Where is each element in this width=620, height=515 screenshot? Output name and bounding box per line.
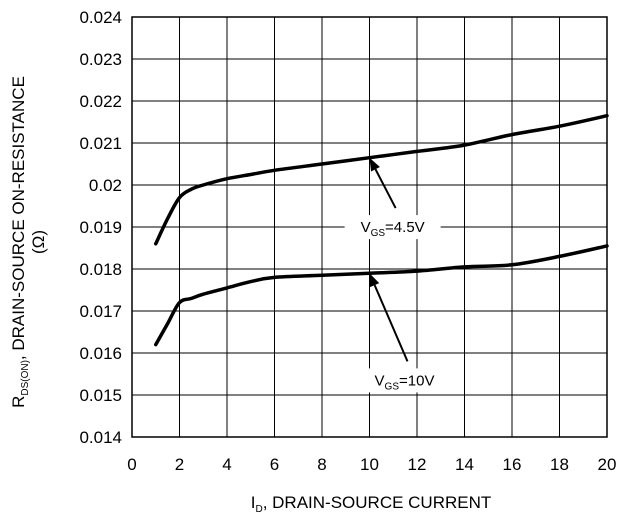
y-tick-label: 0.021 [79, 134, 122, 153]
x-tick-label: 14 [455, 455, 474, 474]
y-tick-label: 0.023 [79, 50, 122, 69]
x-tick-label: 20 [598, 455, 617, 474]
x-tick-labels: 0 2 4 6 8 10 12 14 16 18 20 [127, 455, 616, 474]
x-tick-label: 12 [408, 455, 427, 474]
x-tick-label: 8 [317, 455, 326, 474]
y-tick-label: 0.02 [89, 176, 122, 195]
annotation-label-bg-1 [356, 368, 453, 393]
x-tick-label: 0 [127, 455, 136, 474]
x-tick-label: 2 [175, 455, 184, 474]
y-tick-label: 0.022 [79, 92, 122, 111]
annotation-arrow-head-1 [369, 273, 380, 288]
y-tick-label: 0.014 [79, 428, 122, 447]
series-line-0 [154, 113, 609, 246]
x-tick-label: 10 [360, 455, 379, 474]
y-axis-unit: (Ω) [29, 230, 48, 254]
series-line-1 [154, 244, 609, 347]
y-tick-label: 0.019 [79, 218, 122, 237]
y-tick-labels: 0.014 0.015 0.016 0.017 0.018 0.019 0.02 0.021 0… [79, 8, 122, 447]
annotation-arrow-line-1 [373, 284, 409, 362]
x-tick-label: 16 [503, 455, 522, 474]
annotation-label-0: VGS=4.5V [361, 219, 425, 239]
y-tick-label: 0.024 [79, 8, 122, 27]
annotation-arrow-line-0 [374, 168, 397, 209]
x-axis-label: ID, DRAIN-SOURCE CURRENT [251, 493, 492, 515]
y-axis-label-group: RDS(ON), DRAIN-SOURCE ON-RESISTANCE (Ω) [9, 76, 48, 408]
y-tick-label: 0.018 [79, 260, 122, 279]
y-axis-label: RDS(ON), DRAIN-SOURCE ON-RESISTANCE [9, 76, 31, 408]
x-tick-label: 6 [270, 455, 279, 474]
series-lines [154, 113, 609, 347]
x-tick-label: 18 [550, 455, 569, 474]
annotation-arrow-head-0 [369, 157, 380, 172]
plot-frame [131, 16, 608, 438]
y-tick-label: 0.017 [79, 302, 122, 321]
annotations: VGS=4.5V VGS=10V [344, 157, 453, 393]
annotation-label-bg-0 [344, 215, 441, 240]
y-tick-label: 0.015 [79, 386, 122, 405]
x-tick-label: 4 [222, 455, 231, 474]
y-tick-label: 0.016 [79, 344, 122, 363]
annotation-label-1: VGS=10V [375, 372, 435, 392]
